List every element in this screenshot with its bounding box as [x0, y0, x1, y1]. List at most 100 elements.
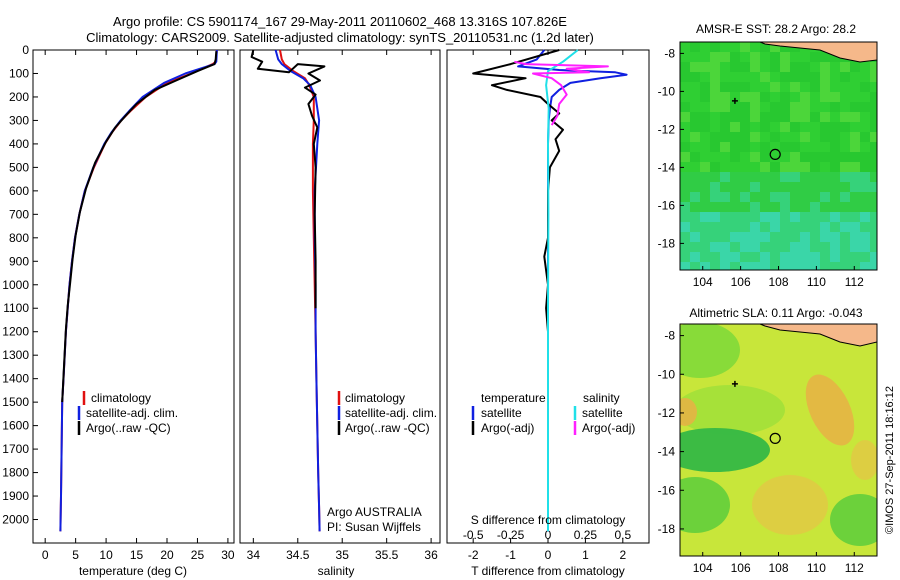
sst-cell: [690, 252, 700, 262]
sst-cell: [790, 92, 800, 102]
sst-cell: [810, 152, 820, 162]
sst-cell: [830, 222, 840, 232]
sst-cell: [740, 262, 750, 270]
legend-climatology-label: climatology: [91, 391, 151, 405]
sst-cell: [720, 272, 730, 282]
sst-cell: [720, 92, 730, 102]
sst-cell: [860, 142, 870, 152]
sst-cell: [850, 152, 860, 162]
sst-cell: [760, 202, 770, 212]
sst-cell: [770, 72, 780, 82]
sst-cell: [730, 132, 740, 142]
sst-cell: [750, 102, 760, 112]
sst-cell: [750, 252, 760, 262]
legend-sal-argo-label: Argo(..raw -QC): [345, 421, 430, 435]
map-x-tick-label: 112: [845, 275, 864, 289]
sst-cell: [750, 182, 760, 192]
y-tick-label: 500: [9, 160, 29, 174]
sst-cell: [810, 52, 820, 62]
sst-cell: [700, 102, 710, 112]
sst-cell: [740, 252, 750, 262]
sst-cell: [830, 152, 840, 162]
sst-cell: [840, 162, 850, 172]
sst-cell: [840, 102, 850, 112]
s-tick-label: 0.5: [614, 528, 631, 542]
sst-landmass: [759, 42, 877, 63]
map-y-tick-label: -14: [658, 445, 676, 459]
sst-cell: [830, 102, 840, 112]
sst-cell: [800, 152, 810, 162]
sst-cell: [730, 152, 740, 162]
sst-cell: [690, 72, 700, 82]
sst-cell: [830, 172, 840, 182]
sst-cell: [720, 52, 730, 62]
sst-cell: [720, 72, 730, 82]
sst-cell: [840, 212, 850, 222]
sst-cell: [860, 152, 870, 162]
sst-cell: [820, 212, 830, 222]
sst-cell: [830, 242, 840, 252]
sst-cell: [690, 52, 700, 62]
sst-cell: [730, 52, 740, 62]
sst-cell: [870, 142, 877, 152]
y-tick-label: 600: [9, 184, 29, 198]
sst-cell: [830, 252, 840, 262]
sst-cell: [770, 62, 780, 72]
sla-high-3: [680, 398, 697, 426]
sst-cell: [710, 82, 720, 92]
sst-cell: [690, 82, 700, 92]
y-tick-label: 1200: [2, 325, 29, 339]
sst-cell: [760, 252, 770, 262]
sst-cell: [820, 142, 830, 152]
sst-cell: [840, 182, 850, 192]
sst-cell: [730, 112, 740, 122]
sst-cell: [870, 72, 877, 82]
sst-cell: [700, 162, 710, 172]
sst-cell: [840, 152, 850, 162]
sst-cell: [860, 112, 870, 122]
sst-cell: [810, 102, 820, 112]
sst-cell: [780, 262, 790, 270]
sst-cell: [800, 252, 810, 262]
sst-cell: [800, 262, 810, 270]
sst-cell: [740, 102, 750, 112]
sst-cell: [780, 252, 790, 262]
sst-cell: [820, 232, 830, 242]
sst-cell: [860, 222, 870, 232]
sst-cell: [870, 102, 877, 112]
sst-cell: [790, 262, 800, 270]
y-tick-label: 1500: [2, 395, 29, 409]
sst-cell: [680, 242, 690, 252]
sst-cell: [850, 62, 860, 72]
sla-blob-2: [680, 385, 785, 435]
sst-cell: [680, 112, 690, 122]
sst-cell: [790, 172, 800, 182]
sst-cell: [800, 52, 810, 62]
sst-cell: [820, 72, 830, 82]
sst-cell: [750, 72, 760, 82]
sst-cell: [700, 142, 710, 152]
sst-cell: [860, 72, 870, 82]
sst-cell: [720, 242, 730, 252]
sst-cell: [700, 242, 710, 252]
temperature-panel: 0100200300400500600700800900100011001200…: [2, 43, 235, 578]
sst-cell: [720, 192, 730, 202]
sst-cell: [690, 182, 700, 192]
sst-cell: [800, 172, 810, 182]
sst-cell: [800, 112, 810, 122]
y-tick-label: 900: [9, 254, 29, 268]
sst-cell: [800, 72, 810, 82]
sst-cell: [840, 172, 850, 182]
sst-cell: [860, 262, 870, 270]
series-line-argo-raw-qc: [250, 49, 326, 309]
sst-cell: [780, 182, 790, 192]
sst-cell: [710, 142, 720, 152]
sst-cell: [850, 172, 860, 182]
sst-cell: [850, 192, 860, 202]
sst-cell: [680, 182, 690, 192]
sst-cell: [690, 122, 700, 132]
sst-cell: [800, 92, 810, 102]
y-tick-label: 1800: [2, 466, 29, 480]
sst-cell: [810, 132, 820, 142]
map-x-tick-label: 108: [768, 561, 788, 575]
